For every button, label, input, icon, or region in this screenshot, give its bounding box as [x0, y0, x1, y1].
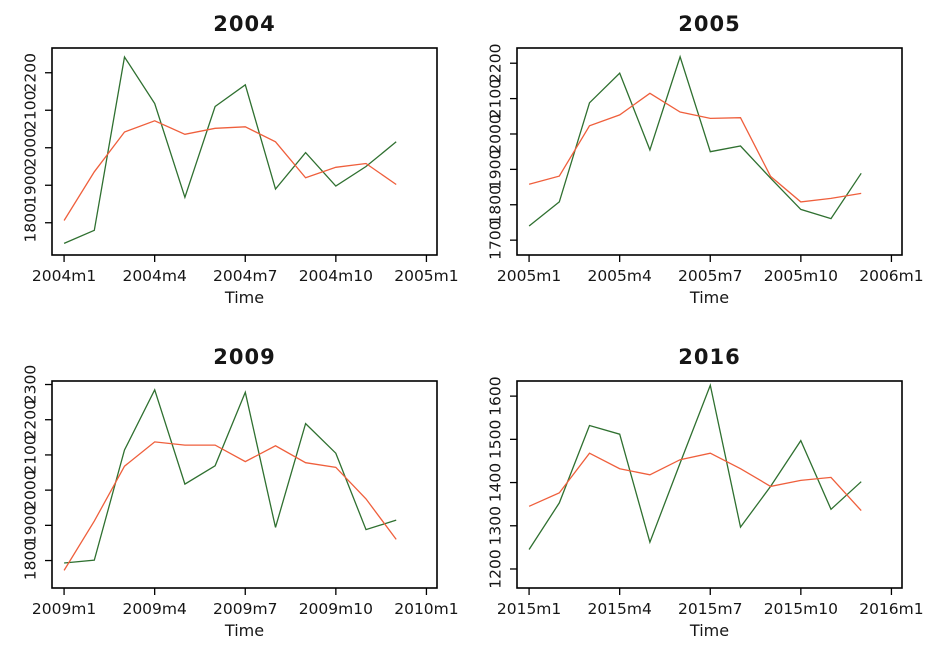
x-tick-label: 2009m7 — [213, 600, 277, 618]
x-tick-label: 2005m4 — [587, 267, 651, 285]
x-axis-label: Time — [689, 288, 729, 307]
y-tick-label: 1500 — [486, 420, 504, 459]
y-tick-label: 2200 — [21, 400, 39, 439]
y-tick-label: 2000 — [21, 128, 39, 167]
series-line-green-series — [528, 54, 862, 227]
x-tick-label: 2009m10 — [299, 600, 373, 618]
y-tick-label: 2000 — [486, 114, 504, 153]
series-line-green-series — [63, 55, 397, 244]
y-tick-label: 1800 — [21, 541, 39, 580]
x-tick-label: 2015m4 — [587, 600, 651, 618]
y-tick-label: 1800 — [486, 185, 504, 224]
x-tick-label: 2009m4 — [122, 600, 186, 618]
chart-title: 2016 — [678, 345, 740, 369]
x-tick-label: 2004m10 — [299, 267, 373, 285]
y-tick-label: 1900 — [21, 506, 39, 545]
x-tick-label: 2004m1 — [32, 267, 96, 285]
line-chart: 2009 2009m1 2009m4 2009m7 2009m10 2010m1 Time 1… — [21, 345, 458, 640]
x-tick-label: 2006m1 — [859, 267, 923, 285]
chart-panel-bottom-left: 2009 2009m1 2009m4 2009m7 2009m10 2010m1 Time 1… — [0, 333, 465, 666]
y-tick-label: 1900 — [486, 150, 504, 189]
x-tick-label: 2005m1 — [394, 267, 458, 285]
chart-panel-bottom-right: 2016 2015m1 2015m4 2015m7 2015m10 2016m1 Time 1… — [465, 333, 930, 666]
series-line-orange-series — [528, 452, 862, 512]
y-tick-label: 2000 — [21, 470, 39, 509]
y-tick-label: 1900 — [21, 166, 39, 205]
x-axis-label: Time — [689, 621, 729, 640]
line-chart: 2016 2015m1 2015m4 2015m7 2015m10 2016m1 Time 1… — [486, 345, 923, 640]
y-tick-label: 2200 — [486, 43, 504, 82]
plot-box — [51, 47, 438, 256]
series-line-orange-series — [63, 120, 397, 221]
x-tick-label: 2015m7 — [678, 600, 742, 618]
x-tick-label: 2004m7 — [213, 267, 277, 285]
x-tick-label: 2015m1 — [497, 600, 561, 618]
series-line-green-series — [528, 383, 862, 550]
y-tick-label: 2100 — [21, 435, 39, 474]
line-chart: 2005 2005m1 2005m4 2005m7 2005m10 2006m1 Time 1… — [486, 12, 923, 307]
y-tick-label: 2100 — [21, 91, 39, 130]
y-tick-label: 1700 — [486, 220, 504, 259]
y-tick-label: 2300 — [21, 365, 39, 404]
x-tick-label: 2004m4 — [122, 267, 186, 285]
x-tick-label: 2009m1 — [32, 600, 96, 618]
x-axis-label: Time — [224, 288, 264, 307]
y-tick-label: 1400 — [486, 463, 504, 502]
chart-panel-top-right: 2005 2005m1 2005m4 2005m7 2005m10 2006m1 Time 1… — [465, 0, 930, 333]
y-tick-label: 2100 — [486, 79, 504, 118]
plot-box — [51, 380, 438, 589]
y-tick-label: 1800 — [21, 203, 39, 242]
series-line-green-series — [64, 388, 397, 564]
plot-box — [516, 380, 903, 589]
x-tick-label: 2016m1 — [859, 600, 923, 618]
y-tick-label: 1200 — [486, 549, 504, 588]
series-line-orange-series — [63, 441, 397, 571]
y-tick-label: 1600 — [486, 376, 504, 415]
x-axis-label: Time — [224, 621, 264, 640]
y-tick-label: 1300 — [486, 506, 504, 545]
line-chart: 2004 2004m1 2004m4 2004m7 2004m10 2005m1 Time 1… — [21, 12, 458, 307]
chart-title: 2005 — [678, 12, 740, 36]
x-tick-label: 2015m10 — [764, 600, 838, 618]
x-tick-label: 2005m1 — [497, 267, 561, 285]
x-tick-label: 2005m10 — [764, 267, 838, 285]
x-tick-label: 2010m1 — [394, 600, 458, 618]
x-tick-label: 2005m7 — [678, 267, 742, 285]
series-line-orange-series — [528, 92, 862, 203]
chart-title: 2009 — [213, 345, 275, 369]
y-tick-label: 2200 — [21, 53, 39, 92]
chart-title: 2004 — [213, 12, 275, 36]
plot-box — [516, 47, 903, 256]
chart-panel-top-left: 2004 2004m1 2004m4 2004m7 2004m10 2005m1 Time 1… — [0, 0, 465, 333]
